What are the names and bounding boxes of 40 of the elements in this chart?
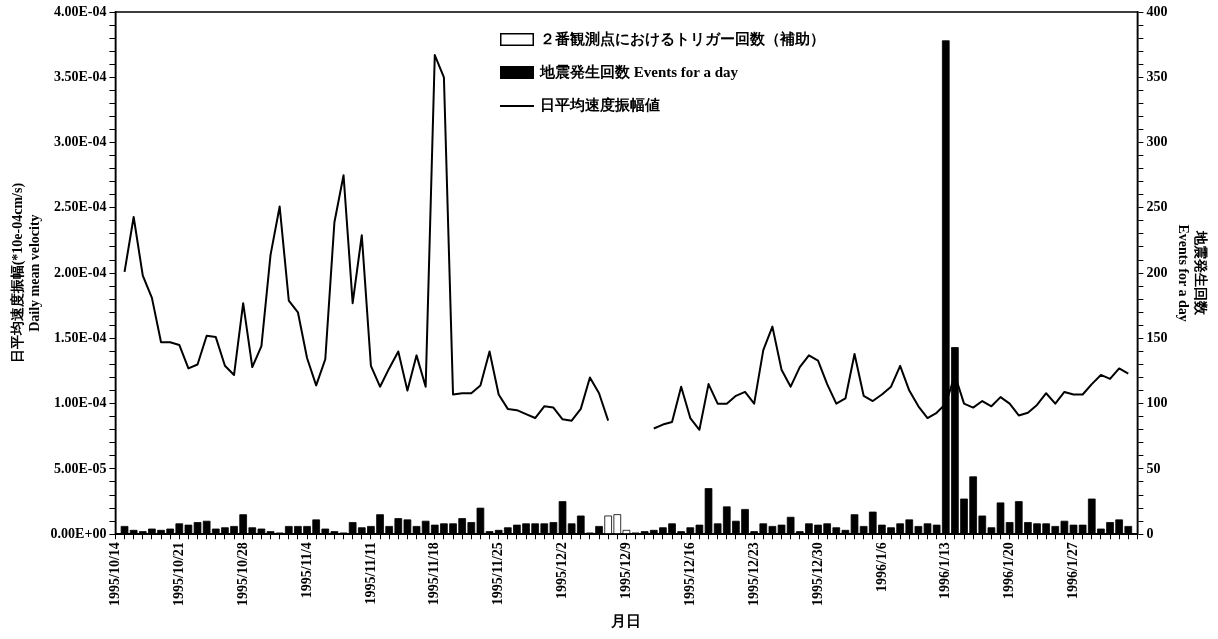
x-tick-label: 1995/11/18: [426, 542, 442, 606]
y2-tick-label: 350: [1146, 68, 1168, 84]
x-tick-label: 1995/12/16: [681, 542, 697, 606]
x-tick-label: 1995/12/2: [554, 542, 570, 599]
x-tick-label: 1995/10/28: [234, 542, 250, 606]
x-tick-label: 1995/12/9: [618, 542, 634, 599]
y2-tick-label: 0: [1146, 525, 1154, 541]
y2-tick-label: 100: [1146, 395, 1168, 411]
x-tick-label: 1996/1/6: [873, 542, 889, 592]
x-tick-label: 1995/11/11: [362, 542, 378, 605]
y-axis-title: 日平均速度振幅(*10e-04cm/s) Daily mean velocity: [9, 182, 42, 364]
y2-tick-label: 200: [1146, 264, 1168, 280]
x-tick-label: 1995/10/21: [170, 542, 186, 606]
x-axis-title: 月日: [610, 612, 642, 629]
y-tick-label: 2.00E-04: [53, 264, 107, 280]
legend-label: 日平均速度振幅値: [540, 96, 660, 115]
x-tick-label: 1995/11/25: [490, 542, 506, 606]
y-tick-label: 5.00E-05: [53, 460, 107, 476]
y-tick-label: 1.50E-04: [53, 330, 107, 345]
y2-tick-label: 400: [1146, 3, 1168, 19]
y-tick-label: 0.00E+00: [50, 525, 107, 541]
y-tick-label: 4.00E-04: [53, 3, 107, 19]
x-tick-label: 1996/1/20: [1001, 542, 1017, 599]
y2-axis-title: 地震発生回数 Events for a day: [1176, 224, 1208, 322]
y2-tick-label: 250: [1146, 199, 1168, 215]
y2-tick-label: 300: [1146, 134, 1168, 150]
legend-label: 地震発生回数 Events for a day: [540, 63, 739, 82]
y-tick-label: 1.00E-04: [53, 395, 107, 411]
y-tick-label: 3.50E-04: [53, 68, 107, 84]
y-tick-label: 2.50E-04: [53, 199, 107, 215]
x-tick-label: 1995/12/23: [745, 542, 761, 606]
x-tick-label: 1996/1/13: [937, 542, 953, 599]
x-tick-label: 1995/10/14: [107, 542, 123, 606]
y-tick-label: 3.00E-04: [53, 134, 107, 150]
x-tick-label: 1995/11/4: [298, 542, 314, 599]
y2-tick-label: 50: [1146, 460, 1161, 476]
legend-label: ２番観測点におけるトリガー回数（補助）: [540, 30, 825, 49]
x-tick-label: 1995/12/30: [809, 542, 825, 606]
x-tick-label: 1996/1/27: [1065, 542, 1081, 599]
y2-tick-label: 150: [1146, 330, 1168, 345]
